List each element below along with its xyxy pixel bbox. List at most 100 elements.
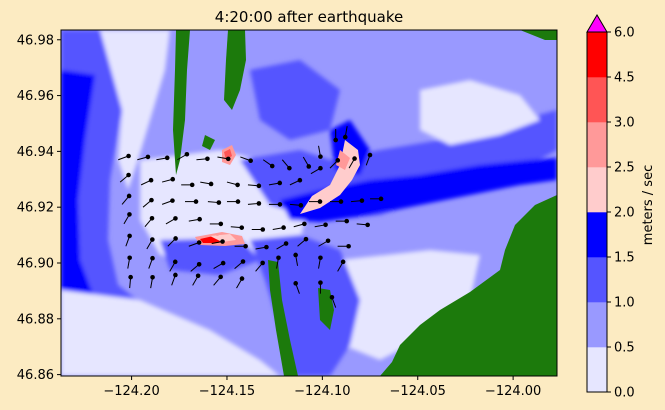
land-north-spit xyxy=(224,30,246,110)
y-tick-label: 46.96 xyxy=(17,89,54,104)
velocity-arrow-head xyxy=(293,252,298,258)
x-tick-label: −124.20 xyxy=(103,384,159,399)
y-tick-label: 46.92 xyxy=(17,201,54,216)
velocity-arrow-head xyxy=(225,156,231,162)
y-tick-label: 46.90 xyxy=(17,256,54,271)
velocity-arrow-head xyxy=(149,215,155,221)
x-tick-label: −124.15 xyxy=(199,384,255,399)
velocity-arrow-head xyxy=(128,274,133,280)
velocity-arrow-head xyxy=(216,200,222,205)
land-northwest-strip xyxy=(173,30,190,175)
velocity-arrow-head xyxy=(248,158,253,164)
colorbar-bin xyxy=(587,32,607,78)
velocity-arrow-head xyxy=(344,218,350,224)
colorbar-tick-label: 3.0 xyxy=(614,116,635,131)
speed-region-offshore-slow xyxy=(100,30,170,190)
colorbar-label: meters / sec xyxy=(641,165,656,245)
velocity-arrow-head xyxy=(220,239,225,244)
velocity-arrow-head xyxy=(243,243,248,249)
fast-patch-southwest-light xyxy=(210,234,236,242)
plot-area xyxy=(61,30,557,376)
land-north-islet xyxy=(202,135,215,150)
velocity-arrow-head xyxy=(318,280,323,285)
velocity-arrow-head xyxy=(127,255,132,261)
colorbar-tick-label: 4.5 xyxy=(614,71,635,86)
speed-region-north-bay xyxy=(250,60,340,140)
colorbar-ticks: 0.0 0.5 1.0 1.5 2.0 2.5 3.0 4.5 6.0 xyxy=(607,26,635,401)
speed-region-channel-core xyxy=(280,158,557,222)
velocity-arrow-head xyxy=(208,181,214,187)
fast-patch-east-core xyxy=(336,150,350,170)
velocity-arrow-head xyxy=(127,233,132,239)
velocity-arrow-head xyxy=(126,153,131,159)
velocity-arrow-head xyxy=(346,243,351,249)
velocity-arrow-head xyxy=(197,216,202,222)
velocity-arrow-head xyxy=(297,177,303,183)
y-tick-label: 46.88 xyxy=(17,312,54,327)
velocity-arrow-head xyxy=(150,237,155,242)
velocity-arrow-head xyxy=(281,225,286,230)
velocity-arrow-head xyxy=(298,203,304,208)
colorbar-tick-label: 2.0 xyxy=(614,206,635,221)
velocity-arrow-head xyxy=(170,176,176,182)
colorbar-tick-label: 1.0 xyxy=(614,296,635,311)
x-tick-label: −124.00 xyxy=(485,384,541,399)
velocity-arrow-head xyxy=(148,177,154,183)
velocity-arrow-head xyxy=(342,134,348,140)
velocity-arrow-head xyxy=(325,238,331,244)
fast-patch-north-core xyxy=(224,149,232,160)
velocity-arrow-head xyxy=(323,222,328,228)
velocity-arrow-head xyxy=(260,260,265,266)
velocity-arrow-head xyxy=(239,225,245,230)
velocity-arrow-head xyxy=(189,182,195,188)
velocity-arrow-head xyxy=(184,151,190,157)
velocity-arrow-head xyxy=(329,295,335,300)
velocity-arrow-head xyxy=(205,156,210,162)
velocity-arrow-head xyxy=(333,137,339,143)
colorbar-bin xyxy=(587,257,607,303)
velocity-arrow-head xyxy=(195,273,201,279)
velocity-arrow-head xyxy=(367,152,373,158)
x-axis: −124.20 −124.15 −124.10 −124.05 −124.00 xyxy=(103,376,541,399)
velocity-arrow-head xyxy=(317,199,323,204)
velocity-arrow-head xyxy=(126,193,132,199)
velocity-arrow-head xyxy=(193,199,199,204)
velocity-arrow-head xyxy=(256,183,262,189)
velocity-arrow-head xyxy=(196,240,202,245)
velocity-arrow-head xyxy=(235,199,241,204)
velocity-arrow-head xyxy=(318,154,323,159)
velocity-arrow-head xyxy=(172,259,178,265)
velocity-arrow-head xyxy=(170,198,175,203)
velocity-arrow-head xyxy=(240,259,246,264)
colorbar-tick-label: 1.5 xyxy=(614,251,635,266)
colorbar-bin xyxy=(587,77,607,123)
velocity-arrow-head xyxy=(126,172,131,178)
velocity-arrow-head xyxy=(277,180,283,186)
colorbar-extend-max xyxy=(586,14,608,33)
velocity-arrow-head xyxy=(239,276,245,281)
velocity-arrow-head xyxy=(318,165,323,171)
colorbar: 0.0 0.5 1.0 1.5 2.0 2.5 3.0 4.5 6.0 meters / sec xyxy=(586,14,656,401)
colorbar-tick-label: 2.5 xyxy=(614,161,635,176)
land-east xyxy=(380,195,557,376)
velocity-arrow-head xyxy=(145,154,151,160)
land-south-spit xyxy=(268,260,298,376)
y-tick-label: 46.98 xyxy=(17,33,54,48)
velocity-arrow-head xyxy=(235,182,240,188)
velocity-arrow-head xyxy=(302,221,307,227)
land-northeast xyxy=(520,30,557,40)
velocity-arrow-head xyxy=(173,216,178,221)
velocity-arrow-head xyxy=(359,198,365,203)
velocity-arrow-head xyxy=(283,241,289,246)
velocity-arrow-head xyxy=(365,222,370,228)
velocity-arrow-head xyxy=(318,255,323,261)
velocity-arrows xyxy=(118,126,384,308)
velocity-arrow-head xyxy=(303,236,309,242)
velocity-arrow-head xyxy=(150,255,155,261)
chart-title: 4:20:00 after earthquake xyxy=(215,8,403,26)
velocity-arrow-head xyxy=(264,244,269,250)
colorbar-tick-label: 0.0 xyxy=(614,386,635,401)
land xyxy=(173,30,557,376)
velocity-arrow-head xyxy=(306,164,312,169)
